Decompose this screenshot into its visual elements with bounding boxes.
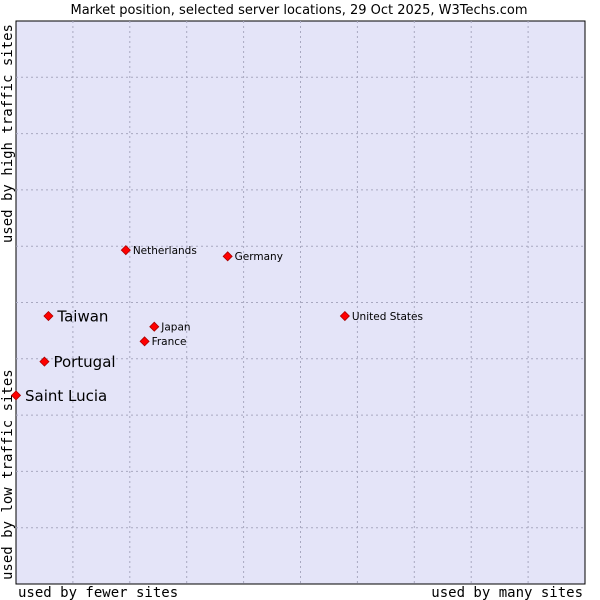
y-axis-label-low: used by low traffic sites — [0, 369, 16, 580]
data-point-netherlands: Netherlands — [120, 245, 197, 257]
point-label-japan: Japan — [160, 322, 190, 334]
marker-saint-lucia — [10, 390, 22, 401]
data-point-united-states: United States — [339, 310, 423, 323]
point-label-taiwan: Taiwan — [56, 308, 108, 326]
marker-portugal — [39, 356, 50, 367]
marker-netherlands — [120, 245, 131, 256]
point-label-france: France — [152, 336, 187, 348]
x-axis-label-high: used by many sites — [431, 585, 583, 600]
x-axis-label-low: used by fewer sites — [18, 585, 178, 600]
point-label-united-states: United States — [352, 311, 423, 323]
data-point-saint-lucia: Saint Lucia — [10, 387, 107, 405]
point-label-portugal: Portugal — [53, 353, 115, 371]
marker-taiwan — [43, 310, 54, 322]
data-point-taiwan: Taiwan — [43, 308, 108, 326]
marker-japan — [149, 321, 160, 332]
point-label-saint-lucia: Saint Lucia — [25, 387, 107, 405]
point-label-germany: Germany — [235, 251, 283, 263]
y-axis-label-high: used by high traffic sites — [0, 24, 16, 243]
chart-title: Market position, selected server locatio… — [70, 3, 527, 18]
marker-france — [139, 336, 150, 347]
axis-labels: used by fewer sites used by many sites u… — [0, 24, 583, 600]
grid-lines — [16, 21, 585, 584]
data-point-germany: Germany — [222, 251, 283, 263]
data-point-japan: Japan — [149, 321, 191, 334]
data-points: Netherlands Germany Taiwan Japan United Stat… — [10, 245, 423, 405]
point-label-netherlands: Netherlands — [133, 245, 197, 257]
data-point-portugal: Portugal — [39, 353, 116, 371]
marker-united-states — [339, 310, 350, 322]
marker-germany — [222, 251, 233, 262]
data-point-france: France — [139, 336, 187, 348]
